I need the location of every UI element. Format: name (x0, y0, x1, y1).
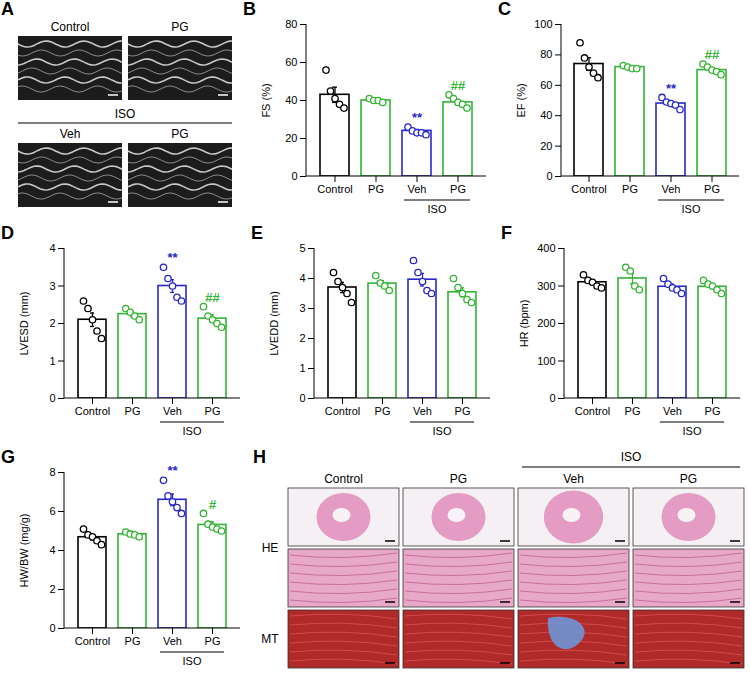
html-text:E: E (251, 223, 263, 243)
svg-text:Veh: Veh (413, 405, 432, 417)
svg-text:HW/BW (mg/g): HW/BW (mg/g) (18, 514, 30, 588)
svg-text:Control: Control (324, 472, 363, 486)
svg-text:0: 0 (546, 170, 552, 182)
svg-text:Control: Control (51, 20, 90, 34)
svg-text:PG: PG (368, 183, 384, 195)
svg-text:60: 60 (540, 79, 552, 91)
svg-text:100: 100 (534, 18, 552, 30)
svg-text:PG: PG (125, 635, 141, 647)
svg-text:**: ** (412, 110, 423, 125)
svg-text:PG: PG (205, 635, 221, 647)
svg-text:ISO: ISO (621, 450, 642, 464)
svg-text:**: ** (167, 250, 178, 265)
svg-text:HE: HE (262, 541, 279, 555)
html-text:H: H (253, 447, 266, 467)
svg-text:200: 200 (537, 317, 555, 329)
svg-text:8: 8 (49, 466, 55, 478)
svg-text:1: 1 (49, 355, 55, 367)
svg-text:20: 20 (285, 132, 297, 144)
svg-text:0: 0 (291, 170, 297, 182)
svg-text:5: 5 (299, 242, 305, 254)
svg-text:ISO: ISO (115, 107, 136, 121)
svg-text:ISO: ISO (183, 655, 202, 667)
html-text:D: D (1, 223, 14, 243)
svg-text:Veh: Veh (60, 127, 81, 141)
svg-text:Control: Control (571, 183, 606, 195)
svg-text:40: 40 (540, 109, 552, 121)
svg-text:Veh: Veh (408, 183, 427, 195)
svg-text:PG: PG (205, 405, 221, 417)
svg-text:100: 100 (537, 355, 555, 367)
html-text:A: A (1, 0, 14, 19)
svg-text:MT: MT (261, 632, 279, 646)
svg-text:0: 0 (299, 392, 305, 404)
svg-text:Veh: Veh (163, 405, 182, 417)
svg-text:PG: PG (705, 405, 721, 417)
svg-text:2: 2 (49, 317, 55, 329)
svg-text:**: ** (666, 81, 677, 96)
svg-text:4: 4 (49, 544, 55, 556)
svg-text:60: 60 (285, 56, 297, 68)
svg-text:0: 0 (49, 622, 55, 634)
svg-text:Control: Control (575, 405, 610, 417)
svg-text:PG: PG (450, 183, 466, 195)
svg-text:4: 4 (49, 242, 55, 254)
svg-text:PG: PG (450, 472, 467, 486)
html-text:B: B (243, 0, 256, 19)
svg-text:ISO: ISO (433, 425, 452, 437)
svg-text:40: 40 (285, 94, 297, 106)
svg-text:2: 2 (299, 332, 305, 344)
svg-text:PG: PG (125, 405, 141, 417)
svg-text:2: 2 (49, 583, 55, 595)
svg-text:PG: PG (625, 405, 641, 417)
svg-text:PG: PG (455, 405, 471, 417)
svg-text:PG: PG (171, 20, 188, 34)
svg-text:Control: Control (325, 405, 360, 417)
svg-text:##: ## (451, 78, 466, 93)
svg-text:**: ** (167, 463, 178, 478)
svg-text:Veh: Veh (663, 405, 682, 417)
svg-text:1: 1 (299, 362, 305, 374)
svg-text:20: 20 (540, 140, 552, 152)
svg-text:0: 0 (549, 392, 555, 404)
svg-text:80: 80 (540, 48, 552, 60)
svg-text:Control: Control (75, 405, 110, 417)
html-text:C: C (498, 0, 511, 19)
svg-text:4: 4 (299, 272, 305, 284)
svg-text:PG: PG (375, 405, 391, 417)
svg-text:Veh: Veh (563, 472, 584, 486)
svg-text:PG: PG (622, 183, 638, 195)
svg-text:PG: PG (680, 472, 697, 486)
html-text:F: F (501, 223, 512, 243)
svg-text:HR (bpm): HR (bpm) (518, 300, 530, 348)
html-text:G: G (1, 447, 15, 467)
svg-text:80: 80 (285, 18, 297, 30)
svg-text:ISO: ISO (683, 425, 702, 437)
svg-text:PG: PG (704, 183, 720, 195)
svg-text:400: 400 (537, 242, 555, 254)
svg-text:Control: Control (75, 635, 110, 647)
svg-text:ISO: ISO (183, 425, 202, 437)
svg-text:3: 3 (299, 302, 305, 314)
svg-text:LVESD (mm): LVESD (mm) (18, 292, 30, 356)
svg-text:##: ## (705, 47, 720, 62)
svg-text:EF (%): EF (%) (515, 83, 527, 117)
svg-text:PG: PG (171, 127, 188, 141)
svg-text:Veh: Veh (662, 183, 681, 195)
svg-text:##: ## (205, 290, 220, 305)
svg-text:Veh: Veh (163, 635, 182, 647)
svg-text:ISO: ISO (682, 203, 701, 215)
svg-text:FS (%): FS (%) (260, 83, 272, 117)
svg-text:Control: Control (317, 183, 352, 195)
svg-text:300: 300 (537, 280, 555, 292)
svg-text:ISO: ISO (428, 203, 447, 215)
svg-text:#: # (209, 497, 217, 512)
svg-text:LVEDD (mm): LVEDD (mm) (268, 291, 280, 356)
svg-text:0: 0 (49, 392, 55, 404)
svg-text:6: 6 (49, 505, 55, 517)
svg-text:3: 3 (49, 280, 55, 292)
